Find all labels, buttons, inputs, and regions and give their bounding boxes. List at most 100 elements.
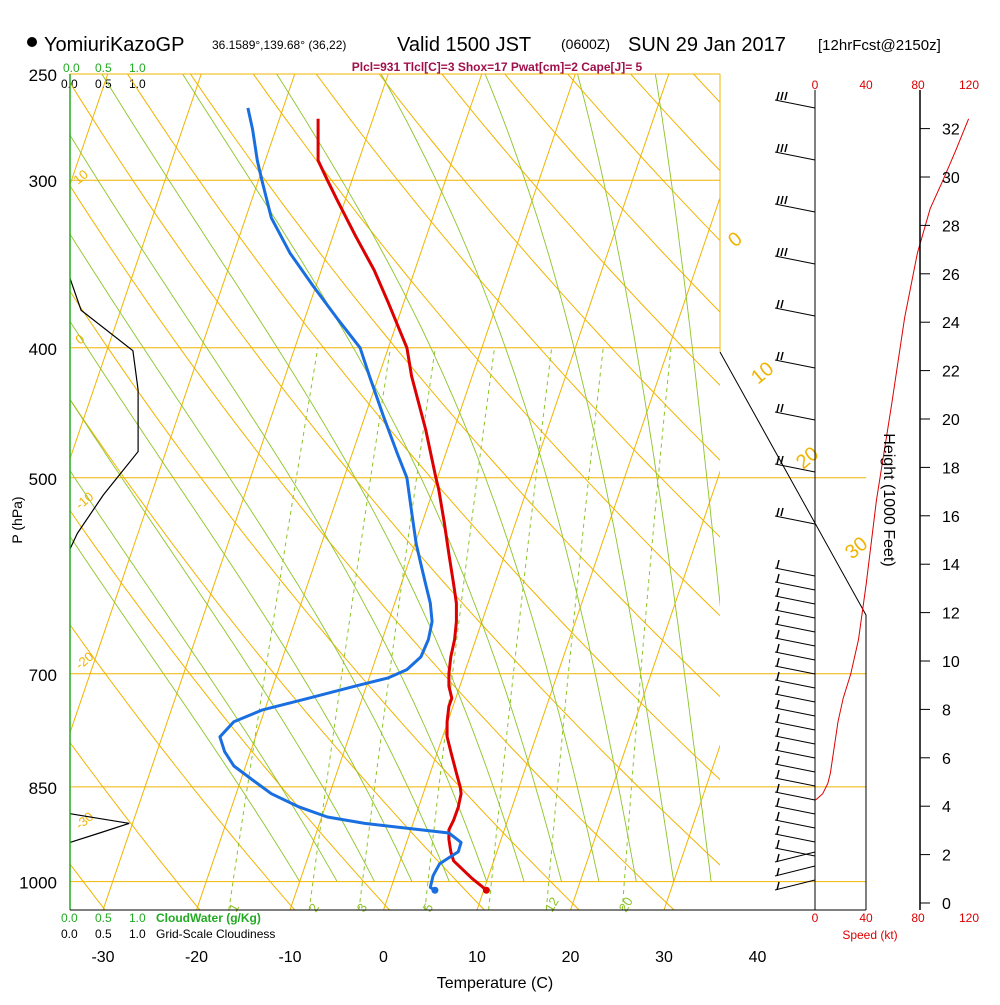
cloud-water-tick: 0.5	[95, 911, 112, 925]
cloud-water-tick: 0.5	[95, 61, 112, 75]
isotherm-line	[0, 74, 14, 910]
mixing-ratio-label: 5	[420, 901, 437, 915]
cloud-profiles	[70, 278, 138, 842]
height-axis-label: Height (1000 Feet)	[880, 433, 897, 566]
dry-adiabat-label: -20	[72, 649, 96, 673]
y-axis-label: P (hPa)	[9, 496, 25, 543]
speed-label: Speed (kt)	[842, 928, 897, 942]
x-axis-label: Temperature (C)	[437, 975, 553, 992]
wind-barb-icon	[775, 770, 815, 786]
wind-barb-icon	[775, 644, 815, 660]
dry-adiabat-line	[0, 74, 484, 910]
height-tick-label: 32	[942, 122, 960, 139]
dry-adiabat-label: 20	[792, 443, 823, 474]
dry-adiabat-label: 10	[747, 358, 778, 389]
dewpoint-surface-marker	[431, 887, 438, 894]
speed-tick: 80	[911, 911, 925, 925]
wind-barb-icon	[775, 616, 815, 632]
dry-adiabat-line	[819, 74, 1000, 910]
wind-barb-icon	[775, 574, 815, 590]
isotherm-line	[851, 74, 1000, 910]
isotherm-line	[290, 74, 575, 910]
temperature-tick-label: 0	[379, 949, 388, 966]
mixing-ratio-label: 3	[354, 901, 371, 915]
height-tick-label: 28	[942, 218, 960, 235]
wind-barb-icon	[775, 852, 815, 862]
dry-adiabat-line	[505, 74, 1000, 910]
temperature-tick-label: 20	[562, 949, 580, 966]
pressure-tick-label: 500	[29, 470, 57, 489]
height-tick-label: 30	[942, 170, 960, 187]
wind-barb-icon	[775, 300, 815, 316]
cloudiness-label: Grid-Scale Cloudiness	[156, 927, 275, 941]
wind-barb-icon	[775, 728, 815, 744]
speed-tick: 0	[812, 911, 819, 925]
wind-barb-icon	[775, 588, 815, 604]
speed-tick: 80	[911, 78, 925, 92]
wind-barb-icon	[775, 352, 815, 368]
speed-tick: 40	[859, 911, 873, 925]
wind-barb-icon	[775, 658, 815, 674]
zulu-time: (0600Z)	[561, 36, 610, 52]
wind-barb-icon	[775, 672, 815, 688]
dry-adiabat-label: 0	[724, 228, 747, 252]
temperature-tick-label: -10	[278, 949, 301, 966]
station-marker-icon	[27, 37, 37, 47]
mixing-ratio-label: 2	[306, 901, 323, 915]
wind-barb-icon	[775, 686, 815, 702]
isotherm-line	[384, 74, 669, 910]
dry-adiabat-label: -10	[72, 489, 96, 513]
temperature-tick-label: 10	[468, 949, 486, 966]
temperature-tick-label: 30	[655, 949, 673, 966]
pressure-tick-label: 250	[29, 66, 57, 85]
pressure-tick-label: 1000	[19, 874, 57, 893]
dry-adiabat-label: 10	[70, 167, 91, 188]
isotherm-line	[758, 74, 1000, 910]
temperature-tick-label: -30	[91, 949, 114, 966]
wind-barb-icon	[775, 630, 815, 646]
height-tick-label: 14	[942, 557, 960, 574]
height-tick-label: 18	[942, 460, 960, 477]
pressure-tick-label: 400	[29, 340, 57, 359]
height-tick-label: 6	[942, 751, 951, 768]
dry-adiabat-label: -30	[72, 809, 96, 833]
cloud-water-tick: 0.0	[61, 911, 78, 925]
height-tick-label: 10	[942, 654, 960, 671]
cloudiness-tick: 0.0	[61, 927, 78, 941]
dry-adiabat-line	[379, 74, 1000, 910]
height-tick-label: 8	[942, 702, 951, 719]
dewpoint-profile-line	[220, 108, 461, 890]
cloudiness-tick: 1.0	[129, 927, 146, 941]
wind-barb-icon	[775, 826, 815, 842]
dry-adiabat-line	[190, 74, 958, 910]
temperature-tick-label: 40	[749, 949, 767, 966]
dry-adiabat-line	[65, 74, 769, 910]
mixing-ratio-line	[546, 348, 603, 910]
dry-adiabat-line	[882, 74, 1000, 910]
isotherm-line	[945, 74, 1000, 910]
wind-barb-icon	[775, 508, 815, 524]
wind-barb-icon	[775, 92, 815, 108]
dry-adiabat-line	[694, 74, 1000, 910]
valid-time: Valid 1500 JST	[397, 34, 531, 56]
temperature-surface-marker	[483, 887, 490, 894]
height-tick-label: 0	[942, 896, 951, 913]
pressure-tick-label: 850	[29, 779, 57, 798]
station-coords: 36.1589°,139.68° (36,22)	[212, 38, 346, 52]
height-tick-label: 16	[942, 509, 960, 526]
height-tick-label: 26	[942, 267, 960, 284]
cloud-scale-bottom: 0.0 0.5 1.0 CloudWater (g/Kg) 0.0 0.5 1.…	[61, 911, 275, 941]
speed-tick: 0	[812, 78, 819, 92]
tropopause-outline	[720, 352, 866, 910]
wind-barb-icon	[775, 866, 815, 876]
wind-barb-icon	[775, 196, 815, 212]
pressure-tick-label: 700	[29, 666, 57, 685]
wind-barb-icon	[775, 700, 815, 716]
wind-barb-icon	[775, 248, 815, 264]
mixing-ratio-label: 20	[616, 894, 636, 914]
height-tick-label: 22	[942, 364, 960, 381]
